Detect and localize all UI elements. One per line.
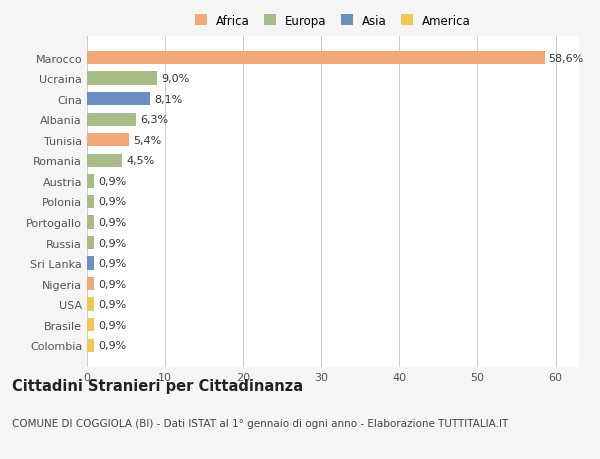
Text: 4,5%: 4,5% [126, 156, 154, 166]
Bar [87, 93, 150, 106]
Legend: Africa, Europa, Asia, America: Africa, Europa, Asia, America [195, 15, 471, 28]
Bar [87, 319, 94, 332]
Bar [87, 257, 94, 270]
Bar [87, 134, 129, 147]
Bar [87, 195, 94, 209]
Bar [87, 52, 545, 65]
Text: 0,9%: 0,9% [98, 218, 126, 228]
Text: 0,9%: 0,9% [98, 238, 126, 248]
Text: 0,9%: 0,9% [98, 197, 126, 207]
Text: 9,0%: 9,0% [161, 74, 190, 84]
Bar [87, 277, 94, 291]
Text: 0,9%: 0,9% [98, 258, 126, 269]
Text: 0,9%: 0,9% [98, 176, 126, 186]
Text: 0,9%: 0,9% [98, 300, 126, 309]
Bar [87, 113, 136, 127]
Bar [87, 216, 94, 229]
Text: 5,4%: 5,4% [133, 135, 161, 146]
Bar [87, 236, 94, 250]
Text: 0,9%: 0,9% [98, 279, 126, 289]
Text: 0,9%: 0,9% [98, 341, 126, 351]
Text: COMUNE DI COGGIOLA (BI) - Dati ISTAT al 1° gennaio di ogni anno - Elaborazione T: COMUNE DI COGGIOLA (BI) - Dati ISTAT al … [12, 418, 508, 428]
Text: 8,1%: 8,1% [154, 95, 182, 104]
Text: 0,9%: 0,9% [98, 320, 126, 330]
Bar [87, 298, 94, 311]
Text: 58,6%: 58,6% [548, 53, 584, 63]
Text: 6,3%: 6,3% [140, 115, 168, 125]
Text: Cittadini Stranieri per Cittadinanza: Cittadini Stranieri per Cittadinanza [12, 379, 303, 394]
Bar [87, 175, 94, 188]
Bar [87, 154, 122, 168]
Bar [87, 339, 94, 352]
Bar [87, 72, 157, 85]
